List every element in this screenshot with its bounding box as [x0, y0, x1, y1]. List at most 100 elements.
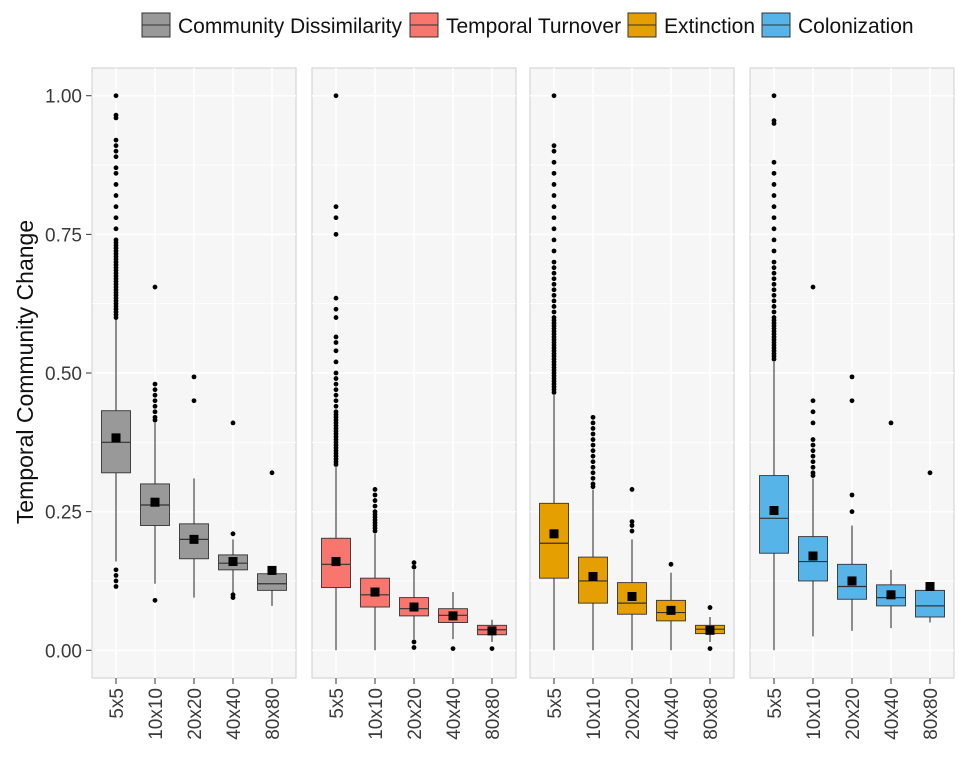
outlier-point [113, 584, 119, 589]
box-80x80 [695, 605, 725, 652]
box-40x40 [218, 420, 248, 600]
outlier-point [551, 248, 557, 254]
panel-community-dissimilarity: 5x5 10x10 20x20 40x40 80x80 [91, 67, 297, 740]
y-tick-label: 1.00 [45, 87, 82, 108]
x-tick-label: 10x10 [584, 688, 605, 740]
box-20x20 [399, 560, 429, 650]
box-80x80 [257, 470, 287, 606]
outlier-point [551, 182, 557, 187]
mean-marker [487, 626, 497, 636]
y-tick-label: 0.25 [45, 503, 82, 524]
outlier-point [771, 193, 777, 198]
outlier-point [551, 143, 557, 149]
legend-label: Temporal Turnover [446, 15, 621, 38]
outlier-point [411, 639, 417, 645]
x-tick-label: 40x40 [444, 688, 465, 740]
outlier-point [849, 509, 855, 515]
outlier-point [551, 93, 557, 99]
outlier-point [888, 420, 894, 426]
outlier-point [113, 148, 119, 154]
outlier-point [411, 564, 417, 570]
outlier-point [551, 298, 557, 304]
mean-marker [769, 506, 779, 516]
box-iqr [539, 502, 569, 579]
outlier-point [551, 276, 557, 282]
outlier-point [771, 298, 777, 304]
legend-item: Temporal Turnover [409, 12, 621, 38]
outlier-point [113, 182, 119, 187]
outlier-point [333, 359, 339, 365]
y-tick-label: 0.50 [45, 364, 82, 385]
x-tick-label: 10x10 [366, 688, 387, 740]
panel-colonization: 5x5 10x10 20x20 40x40 80x80 [749, 67, 955, 740]
outlier-point [113, 170, 119, 176]
mean-marker [627, 591, 637, 601]
outlier-point [113, 215, 119, 221]
legend-label: Extinction [664, 15, 755, 38]
outlier-point [771, 170, 777, 176]
x-tick-label: 80x80 [483, 688, 504, 740]
outlier-point [152, 597, 158, 603]
y-axis-title: Temporal Community Change [12, 220, 38, 524]
outlier-point [489, 646, 495, 652]
box-5x5 [321, 93, 351, 651]
outlier-point [113, 567, 119, 573]
outlier-point [629, 528, 635, 534]
outlier-point [333, 392, 339, 398]
outlier-point [771, 93, 777, 99]
outlier-point [771, 287, 777, 293]
outlier-point [113, 237, 119, 243]
outlier-point [590, 437, 596, 442]
outlier-point [372, 487, 378, 492]
outlier-point [551, 265, 557, 271]
outlier-point [411, 645, 417, 650]
outlier-point [372, 498, 378, 503]
x-tick-label: 5x5 [765, 688, 786, 719]
outlier-point [551, 193, 557, 198]
outlier-point [191, 398, 197, 404]
outlier-point [590, 481, 596, 487]
outlier-point [372, 503, 378, 509]
facet-panels: 5x5 10x10 20x20 40x40 80x80 5x5 10x10 20x20 40x4… [91, 67, 955, 740]
outlier-point [771, 270, 777, 276]
x-tick-label: 20x20 [623, 688, 644, 740]
mean-marker [111, 433, 121, 443]
outlier-point [629, 519, 635, 525]
outlier-point [333, 381, 339, 387]
x-tick-label: 20x20 [843, 688, 864, 740]
outlier-point [771, 276, 777, 282]
outlier-point [771, 292, 777, 298]
mean-marker [189, 534, 199, 544]
box-20x20 [617, 487, 647, 651]
box-5x5 [539, 93, 569, 651]
outlier-point [230, 592, 236, 598]
outlier-point [152, 414, 158, 420]
outlier-point [810, 409, 816, 415]
outlier-point [810, 464, 816, 470]
y-axis: 0.00 0.25 0.50 0.75 1.00 [45, 87, 92, 662]
legend-item: Community Dissimilarity [141, 12, 403, 38]
outlier-point [590, 470, 596, 476]
outlier-point [551, 215, 557, 221]
outlier-point [810, 470, 816, 476]
outlier-point [333, 348, 339, 354]
y-tick-label: 0.00 [45, 641, 82, 662]
mean-marker [847, 576, 857, 586]
outlier-point [551, 281, 557, 287]
outlier-point [707, 605, 713, 610]
outlier-point [152, 409, 158, 415]
outlier-point [771, 304, 777, 309]
outlier-point [771, 315, 777, 320]
outlier-point [450, 646, 456, 652]
outlier-point [152, 403, 158, 409]
outlier-point [590, 459, 596, 465]
outlier-point [707, 646, 713, 652]
box-10x10 [578, 414, 608, 651]
x-tick-label: 80x80 [701, 688, 722, 740]
outlier-point [629, 487, 635, 492]
mean-marker [705, 625, 715, 635]
outlier-point [333, 334, 339, 340]
legend-label: Community Dissimilarity [178, 15, 403, 38]
outlier-point [113, 137, 119, 143]
